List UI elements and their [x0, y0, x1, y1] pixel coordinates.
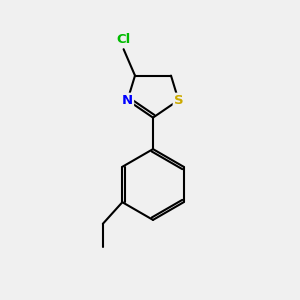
Text: Cl: Cl — [116, 33, 131, 46]
Text: S: S — [174, 94, 183, 107]
Text: N: N — [122, 94, 133, 107]
